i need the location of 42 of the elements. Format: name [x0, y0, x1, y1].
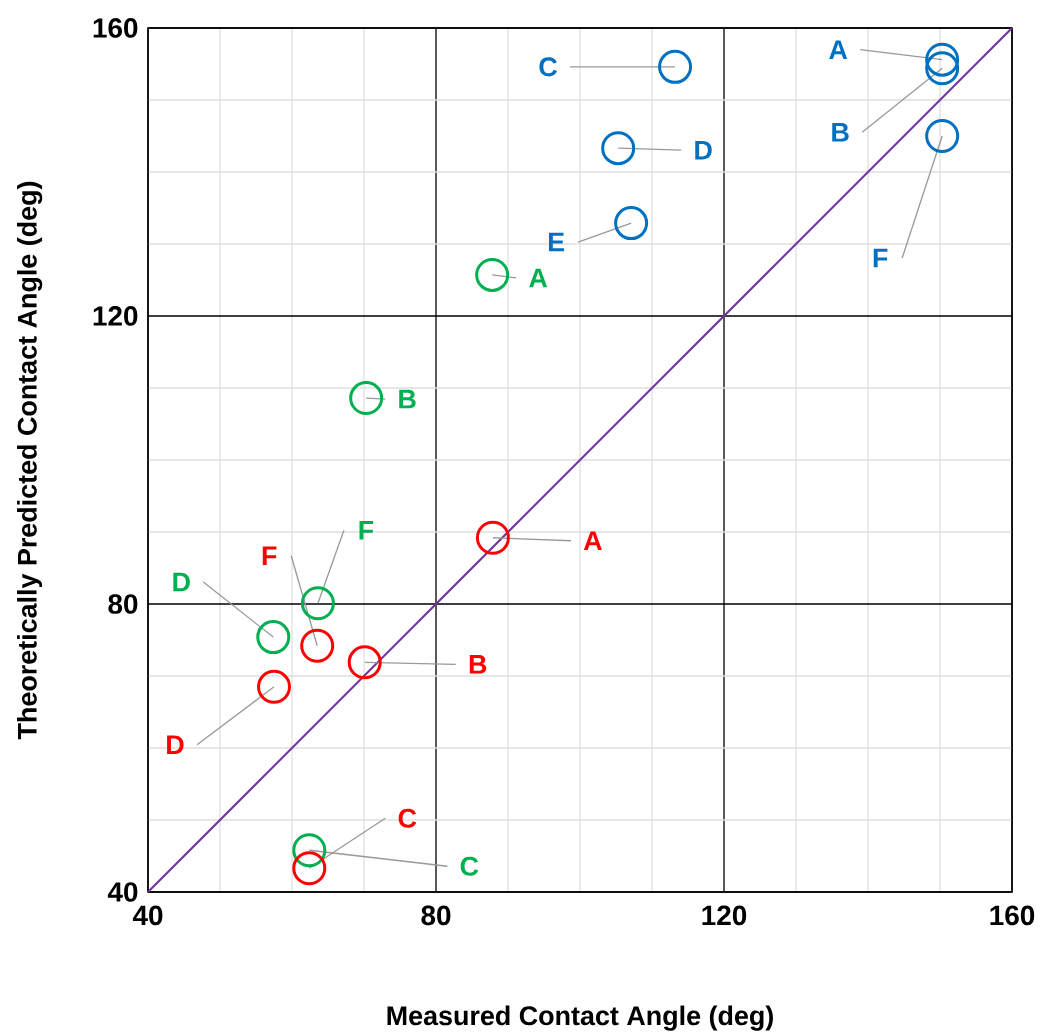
x-tick-label: 40	[132, 905, 163, 926]
data-label: E	[548, 232, 565, 252]
x-tick-label: 80	[421, 905, 451, 926]
data-label: F	[873, 248, 888, 268]
point	[614, 206, 649, 241]
point	[925, 51, 960, 86]
data-label: A	[829, 40, 848, 59]
data-label: F	[262, 546, 277, 565]
point	[256, 620, 291, 655]
data-label: D	[167, 735, 184, 755]
data-label: B	[469, 655, 487, 674]
data-label: C	[398, 808, 417, 828]
point	[300, 586, 335, 621]
point	[925, 118, 960, 153]
point	[601, 131, 636, 166]
point	[349, 381, 384, 416]
point	[475, 520, 510, 555]
point	[658, 49, 693, 84]
data-label: B	[832, 123, 849, 142]
y-tick-label: 160	[93, 18, 138, 38]
y-tick-label: 80	[108, 594, 138, 614]
point	[347, 645, 382, 680]
point	[292, 851, 327, 886]
data-label: F	[359, 521, 374, 540]
point	[292, 833, 327, 868]
point	[925, 42, 960, 77]
data-label: A	[529, 268, 548, 288]
x-tick-label: 160	[990, 905, 1035, 926]
data-label: D	[695, 140, 712, 160]
data-label: D	[173, 572, 190, 592]
data-label: B	[399, 389, 416, 409]
data-label: A	[583, 531, 602, 550]
y-tick-label: 120	[93, 306, 138, 326]
point	[475, 257, 510, 292]
point	[257, 669, 291, 704]
data-label: C	[460, 856, 479, 876]
y-tick-label: 40	[107, 882, 138, 902]
y-axis-title: Theoretically Predicted Contact Angle (deg)	[17, 181, 43, 740]
point	[300, 628, 335, 663]
data-label: C	[539, 57, 558, 77]
x-axis-title: Measured Contact Angle (deg)	[387, 1005, 773, 1031]
x-tick-label: 120	[702, 905, 747, 926]
